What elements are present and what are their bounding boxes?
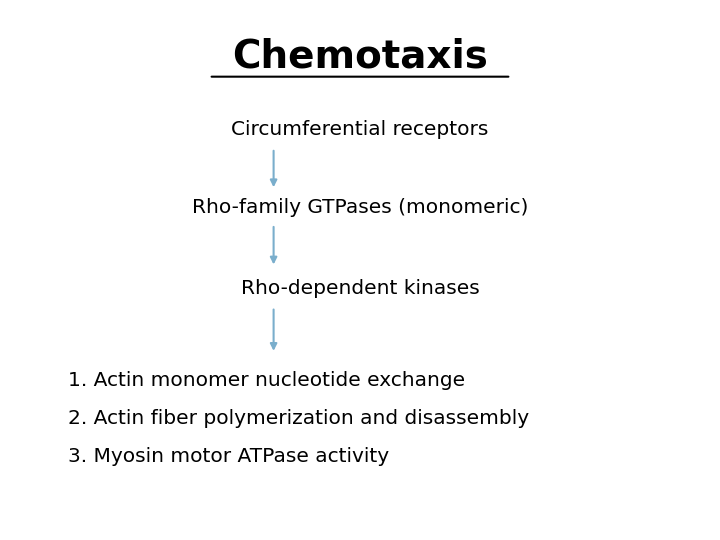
Text: Circumferential receptors: Circumferential receptors	[231, 120, 489, 139]
Text: 1. Actin monomer nucleotide exchange: 1. Actin monomer nucleotide exchange	[68, 371, 466, 390]
Text: 3. Myosin motor ATPase activity: 3. Myosin motor ATPase activity	[68, 447, 390, 466]
Text: Rho-dependent kinases: Rho-dependent kinases	[240, 279, 480, 299]
Text: Rho-family GTPases (monomeric): Rho-family GTPases (monomeric)	[192, 198, 528, 218]
Text: 2. Actin fiber polymerization and disassembly: 2. Actin fiber polymerization and disass…	[68, 409, 529, 428]
Text: Chemotaxis: Chemotaxis	[232, 38, 488, 76]
